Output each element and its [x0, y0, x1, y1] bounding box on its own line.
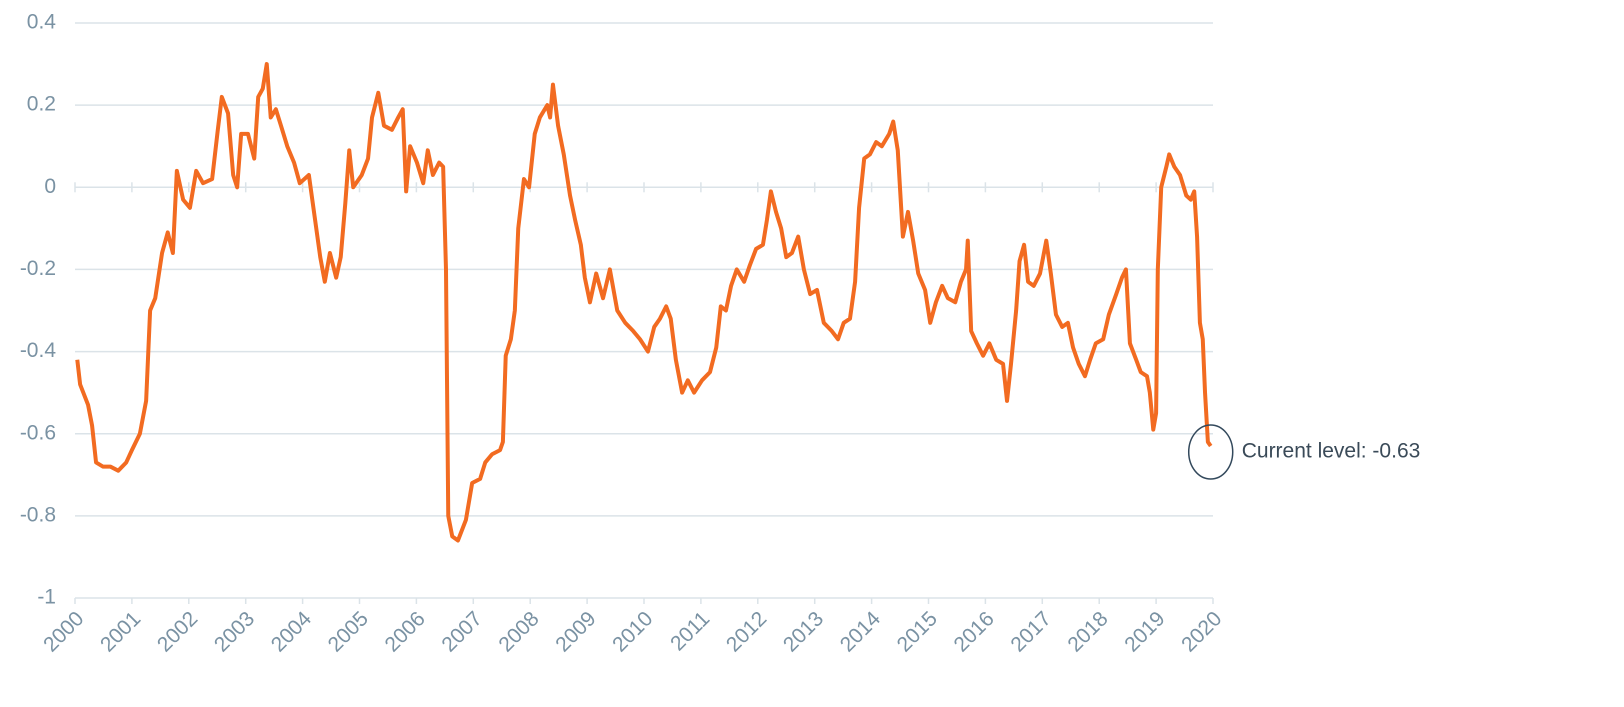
x-tick-label: 2018 — [1063, 607, 1112, 656]
x-tick-label: 2015 — [893, 607, 942, 656]
x-tick-label: 2003 — [210, 607, 259, 656]
y-tick-label: -0.4 — [20, 339, 57, 362]
x-tick-label: 2019 — [1120, 607, 1169, 656]
x-tick-label: 2001 — [96, 607, 145, 656]
x-tick-label: 2016 — [950, 607, 999, 656]
x-tick-label: 2007 — [437, 607, 486, 656]
x-tick-label: 2012 — [722, 607, 771, 656]
grid — [74, 22, 1214, 604]
y-tick-label: 0.2 — [27, 93, 56, 116]
x-tick-label: 2020 — [1177, 607, 1226, 656]
annotation-circle — [1187, 424, 1234, 480]
x-tick-label: 2002 — [153, 607, 202, 656]
y-tick-label: 0.4 — [27, 11, 57, 34]
annotation: Current level: -0.63 — [1242, 440, 1421, 463]
x-tick-label: 2009 — [551, 607, 600, 656]
y-tick-label: 0 — [44, 175, 56, 198]
x-tick-label: 2008 — [494, 607, 543, 656]
x-tick-label: 2011 — [666, 607, 714, 655]
y-tick-label: -0.2 — [20, 257, 56, 280]
line — [75, 62, 1213, 543]
x-tick-label: 2013 — [779, 607, 828, 656]
x-tick-label: 2014 — [836, 607, 886, 657]
y-tick-label: -1 — [37, 586, 56, 609]
y-tick-label: -0.8 — [20, 503, 56, 526]
x-tick-label: 2017 — [1006, 607, 1055, 656]
x-tick-label: 2005 — [324, 607, 373, 656]
x-tick-label: 2010 — [608, 607, 657, 656]
x-tick-label: 2000 — [39, 607, 88, 656]
x-tick-label: 2004 — [267, 607, 317, 657]
x-tick-label: 2006 — [381, 607, 430, 656]
y-tick-label: -0.6 — [20, 421, 56, 444]
plot: Current level: -0.63 — [75, 62, 1421, 543]
